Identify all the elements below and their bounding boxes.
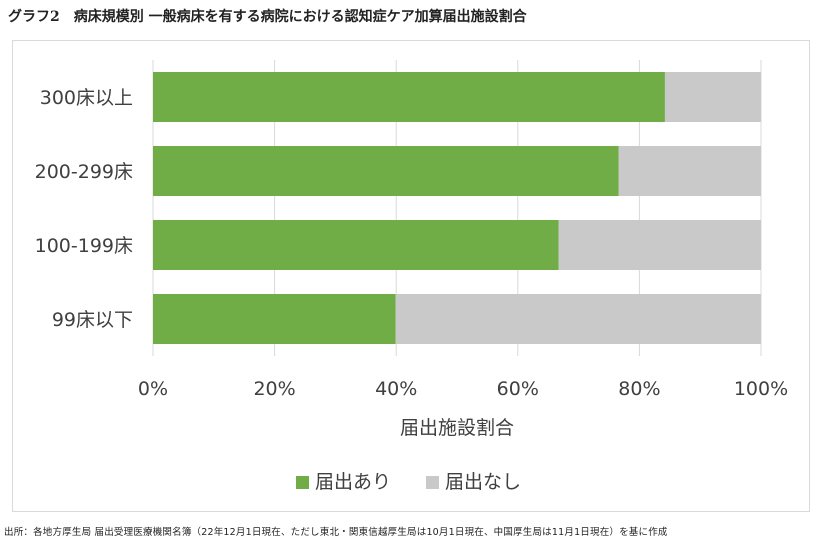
x-tick-label: 60% (497, 378, 539, 400)
bar-segment (153, 72, 665, 122)
bar-segment (558, 220, 761, 270)
legend-label: 届出あり (315, 471, 391, 493)
category-label: 100-199床 (35, 235, 133, 257)
x-tick-label: 0% (138, 378, 168, 400)
bar-segment (153, 146, 619, 196)
x-tick-label: 20% (253, 378, 295, 400)
bar-segment (618, 146, 761, 196)
chart-title: グラフ2 病床規模別 一般病床を有する病院における認知症ケア加算届出施設割合 (8, 9, 527, 25)
x-tick-label: 40% (375, 378, 417, 400)
legend-swatch (426, 476, 439, 489)
x-tick-label: 80% (618, 378, 660, 400)
x-axis-label: 届出施設割合 (400, 417, 514, 439)
category-label: 200-299床 (35, 161, 133, 183)
bar-segment (153, 220, 559, 270)
bar-segment (395, 294, 761, 344)
legend-label: 届出なし (445, 471, 521, 493)
source-note: 出所：各地方厚生局 届出受理医療機関名簿（22年12月1日現在、ただし東北・関東… (4, 527, 668, 538)
chart-svg: 300床以上 200-299床 100-199床 99床以下 0% 20% 40% 60% 80… (35, 60, 788, 493)
bar-segment (153, 294, 396, 344)
legend-swatch (296, 476, 309, 489)
category-label: 300床以上 (40, 87, 133, 109)
bar-segment (664, 72, 761, 122)
category-label: 99床以下 (52, 309, 133, 331)
x-tick-label: 100% (734, 378, 788, 400)
